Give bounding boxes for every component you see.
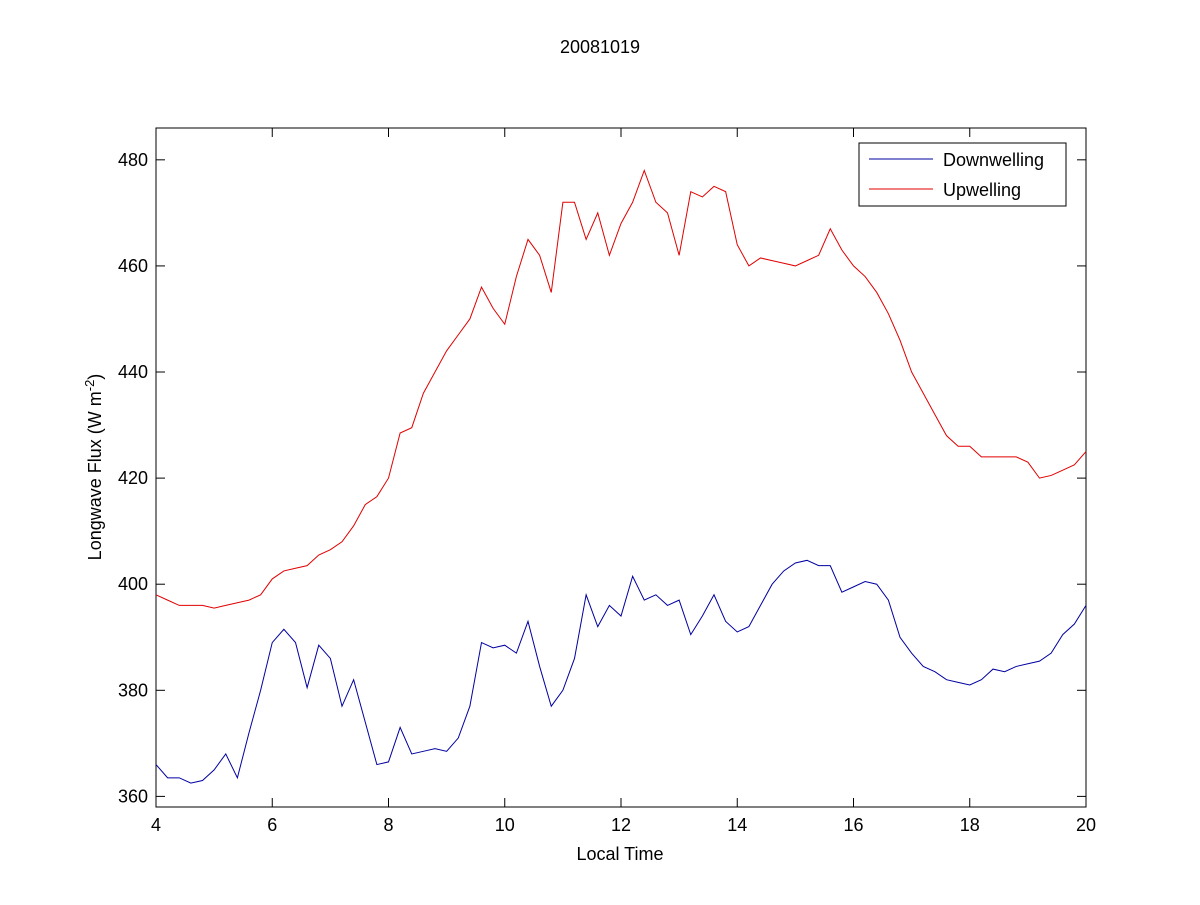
x-tick-label: 6 xyxy=(267,815,277,835)
x-tick-label: 10 xyxy=(495,815,515,835)
y-tick-label: 480 xyxy=(118,150,148,170)
y-label-text: Longwave Flux (W m xyxy=(85,391,105,560)
y-tick-label: 400 xyxy=(118,574,148,594)
y-label-superscript: -2 xyxy=(82,380,97,392)
x-tick-label: 20 xyxy=(1076,815,1096,835)
y-tick-label: 440 xyxy=(118,362,148,382)
x-tick-label: 8 xyxy=(383,815,393,835)
y-tick-label: 360 xyxy=(118,786,148,806)
chart-title: 20081019 xyxy=(560,37,640,57)
plot-area: 4 6 8 10 12 14 16 18 20 360 380 400 420 440 460 480 Down… xyxy=(118,127,1096,835)
x-tick-label: 4 xyxy=(151,815,161,835)
legend-box xyxy=(858,142,1067,207)
legend-label: Upwelling xyxy=(943,180,1021,200)
y-tick-label: 380 xyxy=(118,680,148,700)
x-axis-label: Local Time xyxy=(576,844,663,864)
x-tick-label: 14 xyxy=(727,815,747,835)
plot-frame xyxy=(155,127,1087,808)
x-tick-label: 16 xyxy=(843,815,863,835)
legend-label: Downwelling xyxy=(943,150,1044,170)
y-tick-label: 420 xyxy=(118,468,148,488)
y-axis-label: Longwave Flux (W m-2) xyxy=(82,374,105,561)
data-line xyxy=(155,168,1087,609)
y-label-suffix: ) xyxy=(85,374,105,380)
x-tick-label: 18 xyxy=(960,815,980,835)
data-line xyxy=(155,559,1087,784)
x-tick-label: 12 xyxy=(611,815,631,835)
y-tick-label: 460 xyxy=(118,256,148,276)
